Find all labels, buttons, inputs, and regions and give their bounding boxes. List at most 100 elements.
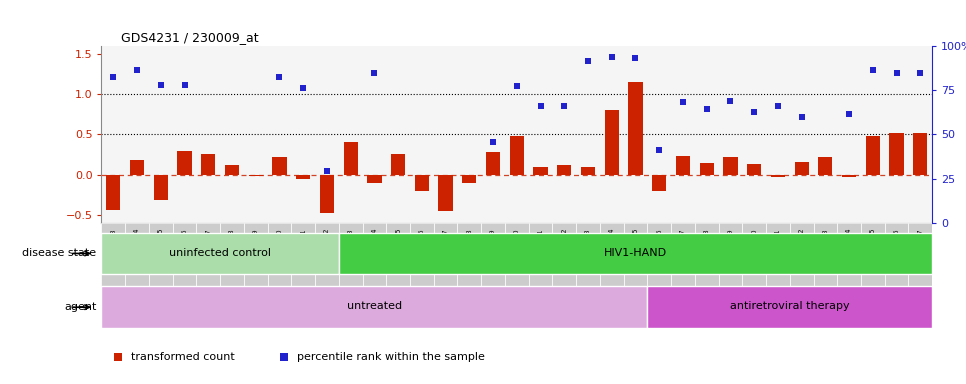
Bar	[576, 46, 600, 223]
Text: GSM697504: GSM697504	[609, 228, 614, 270]
Bar	[106, 175, 121, 210]
Text: GSM697487: GSM697487	[205, 228, 212, 271]
Text: GSM697499: GSM697499	[490, 228, 497, 271]
Bar	[339, 46, 362, 223]
FancyBboxPatch shape	[766, 223, 790, 326]
Text: uninfected control: uninfected control	[169, 248, 271, 258]
Text: GSM697483: GSM697483	[110, 228, 116, 271]
FancyBboxPatch shape	[505, 223, 528, 326]
FancyBboxPatch shape	[315, 223, 339, 326]
FancyBboxPatch shape	[101, 223, 126, 326]
Bar	[652, 175, 667, 190]
Bar	[414, 175, 429, 190]
Text: GSM697502: GSM697502	[561, 228, 567, 270]
Bar	[149, 46, 173, 223]
Bar	[600, 46, 624, 223]
FancyBboxPatch shape	[647, 286, 932, 328]
Bar	[248, 175, 263, 176]
Bar	[676, 156, 690, 175]
Bar	[742, 46, 766, 223]
Bar	[671, 46, 695, 223]
Bar	[818, 157, 833, 175]
Text: GSM697485: GSM697485	[157, 228, 164, 270]
Bar	[173, 46, 196, 223]
Bar	[553, 46, 576, 223]
FancyBboxPatch shape	[624, 223, 647, 326]
Bar	[838, 46, 861, 223]
FancyBboxPatch shape	[885, 223, 908, 326]
FancyBboxPatch shape	[742, 223, 766, 326]
FancyBboxPatch shape	[220, 223, 243, 326]
Bar	[268, 46, 292, 223]
Bar	[913, 133, 927, 175]
Bar	[458, 46, 481, 223]
Bar	[724, 157, 738, 175]
Bar	[410, 46, 434, 223]
Text: GSM697486: GSM697486	[182, 228, 187, 271]
Text: GSM697501: GSM697501	[537, 228, 544, 271]
FancyBboxPatch shape	[719, 223, 742, 326]
FancyBboxPatch shape	[339, 233, 932, 274]
Text: GSM697489: GSM697489	[253, 228, 259, 271]
Bar	[628, 82, 642, 175]
Text: untreated: untreated	[347, 301, 402, 311]
Text: GSM697498: GSM697498	[467, 228, 472, 271]
Text: GSM697491: GSM697491	[300, 228, 306, 271]
Bar	[486, 152, 500, 175]
Bar	[890, 133, 904, 175]
FancyBboxPatch shape	[600, 223, 624, 326]
Bar	[154, 175, 168, 200]
Bar	[434, 46, 458, 223]
FancyBboxPatch shape	[386, 223, 410, 326]
Text: GSM697515: GSM697515	[869, 228, 876, 270]
Bar	[362, 46, 386, 223]
Text: GSM697510: GSM697510	[752, 228, 757, 271]
Text: GSM697506: GSM697506	[656, 228, 663, 271]
Text: transformed count: transformed count	[130, 352, 235, 362]
FancyBboxPatch shape	[671, 223, 695, 326]
Text: GSM697505: GSM697505	[633, 228, 639, 270]
Text: antiretroviral therapy: antiretroviral therapy	[730, 301, 849, 311]
Text: GSM697516: GSM697516	[894, 228, 899, 271]
Text: GSM697514: GSM697514	[846, 228, 852, 270]
Bar	[581, 167, 595, 175]
Bar	[344, 142, 357, 175]
Bar	[320, 175, 334, 213]
Bar	[243, 46, 268, 223]
Bar	[505, 46, 528, 223]
FancyBboxPatch shape	[410, 223, 434, 326]
Text: GSM697490: GSM697490	[276, 228, 282, 271]
FancyBboxPatch shape	[362, 223, 386, 326]
Bar	[624, 46, 647, 223]
FancyBboxPatch shape	[553, 223, 576, 326]
Text: GSM697517: GSM697517	[918, 228, 923, 271]
Text: GSM697509: GSM697509	[727, 228, 733, 271]
Bar	[557, 165, 572, 175]
FancyBboxPatch shape	[647, 223, 671, 326]
Text: GSM697496: GSM697496	[419, 228, 425, 271]
Bar	[699, 162, 714, 175]
Text: GSM697492: GSM697492	[324, 228, 330, 270]
Bar	[861, 46, 885, 223]
FancyBboxPatch shape	[243, 223, 268, 326]
Bar	[866, 136, 880, 175]
Bar	[771, 175, 785, 177]
Bar	[747, 164, 761, 175]
FancyBboxPatch shape	[126, 223, 149, 326]
Text: GSM697513: GSM697513	[822, 228, 829, 271]
Text: GSM697484: GSM697484	[134, 228, 140, 270]
Bar	[439, 175, 453, 211]
FancyBboxPatch shape	[695, 223, 719, 326]
Text: GSM697508: GSM697508	[703, 228, 710, 271]
Bar	[129, 160, 144, 175]
Bar	[196, 46, 220, 223]
Text: GSM697511: GSM697511	[775, 228, 781, 271]
Bar	[842, 175, 856, 177]
Bar	[908, 46, 932, 223]
FancyBboxPatch shape	[268, 223, 292, 326]
FancyBboxPatch shape	[292, 223, 315, 326]
Text: GSM697497: GSM697497	[442, 228, 448, 271]
FancyBboxPatch shape	[528, 223, 553, 326]
Text: percentile rank within the sample: percentile rank within the sample	[297, 352, 485, 362]
FancyBboxPatch shape	[790, 223, 813, 326]
